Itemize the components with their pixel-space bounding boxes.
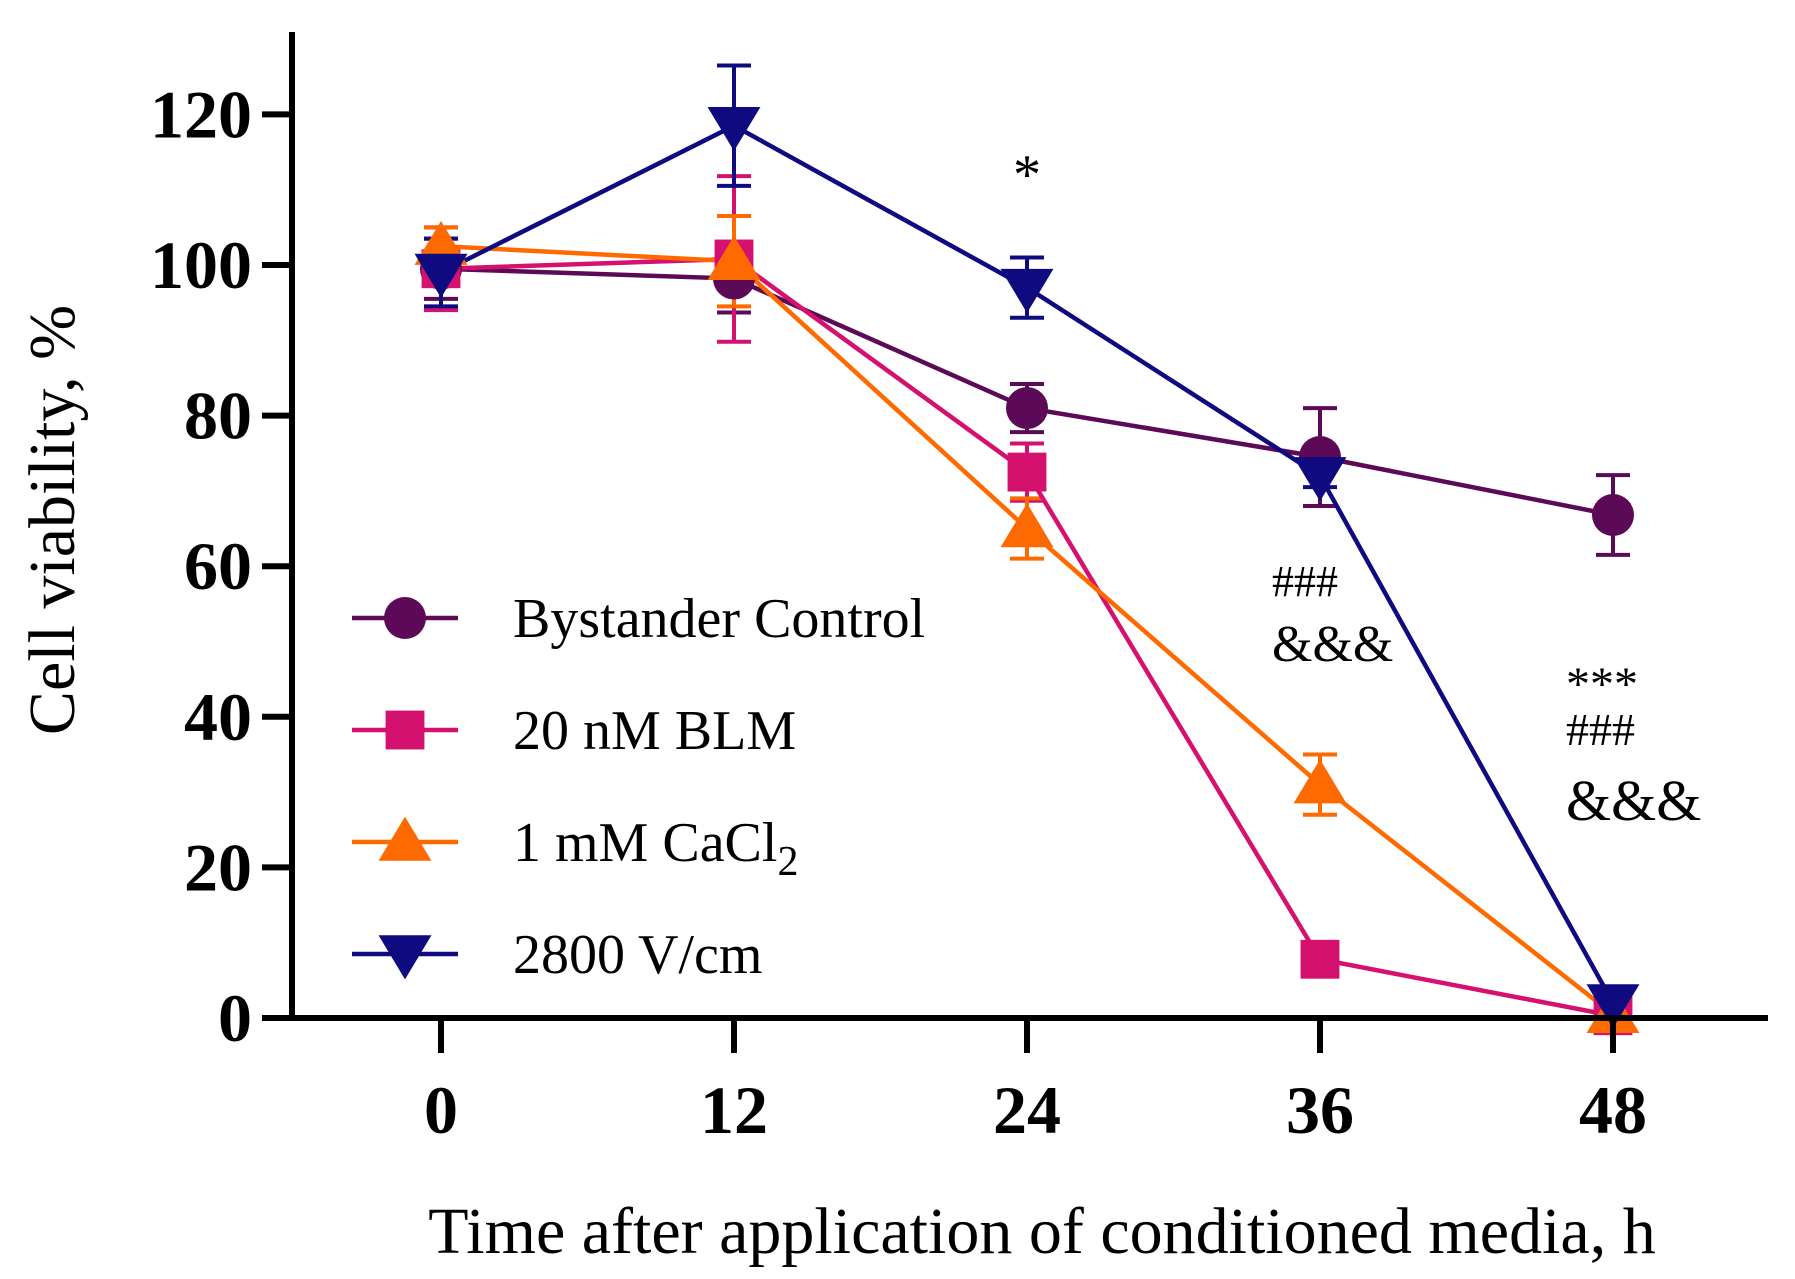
y-tick-label: 40 — [184, 679, 252, 755]
legend-marker — [378, 816, 432, 861]
legend-item-20-nm-blm: 20 nM BLM — [352, 700, 796, 762]
x-axis-title: Time after application of conditioned me… — [428, 1195, 1655, 1268]
data-point-bystander-control — [1006, 387, 1048, 430]
y-axis-title: Cell viability, % — [16, 305, 89, 735]
y-tick-label: 60 — [184, 528, 252, 604]
x-tick-label: 0 — [424, 1072, 458, 1148]
y-tick-label: 80 — [184, 378, 252, 454]
data-point-2800-v-cm — [1293, 457, 1347, 502]
data-point-2800-v-cm — [707, 106, 761, 152]
data-point-bystander-control — [1592, 493, 1634, 536]
legend-label: 1 mM CaCl2 — [513, 812, 798, 885]
series-markers — [414, 106, 1640, 1036]
significance-label: * — [1013, 144, 1041, 206]
data-point-2800-v-cm — [414, 253, 468, 298]
y-tick-label: 100 — [150, 227, 252, 303]
legend-marker — [378, 935, 432, 980]
legend-label: 2800 V/cm — [513, 924, 762, 986]
legend-item-bystander-control: Bystander Control — [352, 588, 925, 650]
data-point-2800-v-cm — [1586, 984, 1640, 1029]
significance-label: *** — [1566, 658, 1638, 711]
significance-label: ### — [1272, 557, 1338, 606]
x-tick-label: 36 — [1286, 1072, 1354, 1148]
legend-item-2800-v-cm: 2800 V/cm — [352, 924, 762, 986]
significance-annotations: *###&&&***###&&& — [1013, 144, 1701, 833]
significance-label: &&& — [1272, 616, 1393, 673]
y-tick-label: 120 — [150, 76, 252, 152]
y-tick-label: 20 — [184, 829, 252, 905]
significance-label: &&& — [1566, 768, 1701, 833]
legend-item-1-mm-cacl2: 1 mM CaCl2 — [352, 812, 798, 885]
legend-marker — [385, 710, 425, 750]
data-point-1-mm-cacl2 — [707, 235, 761, 280]
legend-label: Bystander Control — [513, 588, 925, 650]
x-tick-label: 48 — [1579, 1072, 1647, 1148]
axes: 0 20 40 60 80 100 120 0 12 24 36 48 — [150, 32, 1768, 1148]
legend-label: 20 nM BLM — [513, 700, 796, 762]
data-point-1-mm-cacl2 — [1000, 503, 1054, 548]
data-point-1-mm-cacl2 — [1293, 759, 1347, 804]
data-point-20-nm-blm — [1300, 939, 1340, 979]
y-tick-label: 0 — [218, 980, 252, 1056]
significance-label: ### — [1566, 704, 1635, 755]
legend-marker — [384, 597, 426, 639]
data-point-2800-v-cm — [1000, 268, 1054, 313]
x-tick-label: 12 — [700, 1072, 768, 1148]
data-point-20-nm-blm — [1007, 452, 1047, 492]
x-tick-label: 24 — [993, 1072, 1061, 1148]
legend: Bystander Control 20 nM BLM 1 mM CaCl2 2800… — [352, 588, 925, 986]
